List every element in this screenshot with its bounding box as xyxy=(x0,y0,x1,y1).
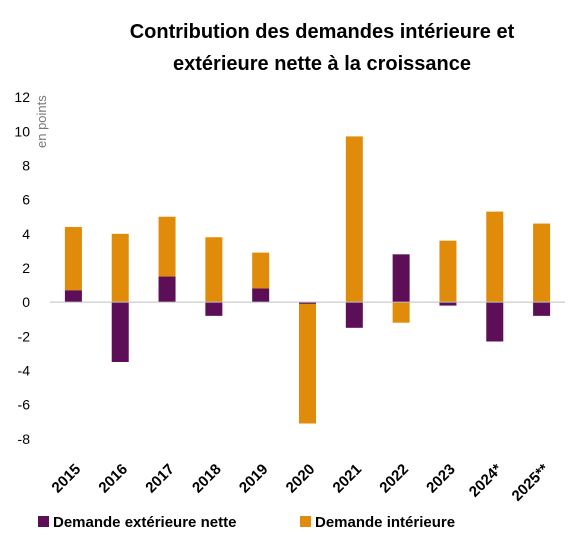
chart-title: extérieure nette à la croissance xyxy=(173,53,471,75)
x-tick-label: 2018 xyxy=(189,461,225,497)
y-tick-label: 0 xyxy=(22,294,30,310)
legend-swatch xyxy=(300,516,311,527)
y-tick-label: 2 xyxy=(22,260,30,276)
bar xyxy=(111,302,129,362)
y-tick-label: -4 xyxy=(18,363,31,379)
legend-swatch xyxy=(38,516,49,527)
bar xyxy=(252,252,270,289)
bar xyxy=(486,302,504,342)
x-tick-label: 2020 xyxy=(283,461,319,497)
y-tick-label: 10 xyxy=(14,123,30,139)
y-tick-label: -6 xyxy=(18,397,31,413)
y-axis-label: en points xyxy=(34,95,49,148)
bar xyxy=(533,302,551,316)
x-tick-label: 2016 xyxy=(95,461,131,497)
chart-title: Contribution des demandes intérieure et xyxy=(130,21,515,43)
bar xyxy=(299,302,316,304)
bar xyxy=(439,302,457,306)
x-tick-label: 2017 xyxy=(142,461,178,497)
bar xyxy=(392,254,410,303)
x-tick-label: 2021 xyxy=(330,461,366,497)
legend-label: Demande intérieure xyxy=(315,514,455,531)
x-tick-label: 2019 xyxy=(236,461,272,497)
y-tick-label: 8 xyxy=(22,157,30,173)
bar xyxy=(486,211,504,303)
y-tick-label: 6 xyxy=(22,192,30,208)
bar xyxy=(111,233,129,303)
legend-label: Demande extérieure nette xyxy=(53,514,236,531)
bar xyxy=(439,240,457,303)
bar xyxy=(158,276,176,303)
bar xyxy=(345,302,363,328)
bar xyxy=(392,302,410,323)
x-tick-label: 2015 xyxy=(49,461,85,497)
bar xyxy=(533,223,551,303)
bar xyxy=(205,302,223,316)
x-tick-label: 2023 xyxy=(423,461,459,497)
bar xyxy=(252,288,270,303)
bar xyxy=(345,136,363,303)
x-tick-label: 2024* xyxy=(466,461,506,501)
bar xyxy=(64,226,82,291)
y-tick-label: 4 xyxy=(22,226,30,242)
bar xyxy=(299,303,316,424)
bar xyxy=(205,237,223,303)
x-tick-label: 2025** xyxy=(509,461,553,505)
bar xyxy=(64,290,82,303)
y-tick-label: -2 xyxy=(18,328,31,344)
bar xyxy=(158,216,176,277)
y-tick-label: 12 xyxy=(14,89,30,105)
x-tick-label: 2022 xyxy=(376,461,412,497)
y-tick-label: -8 xyxy=(18,431,31,447)
